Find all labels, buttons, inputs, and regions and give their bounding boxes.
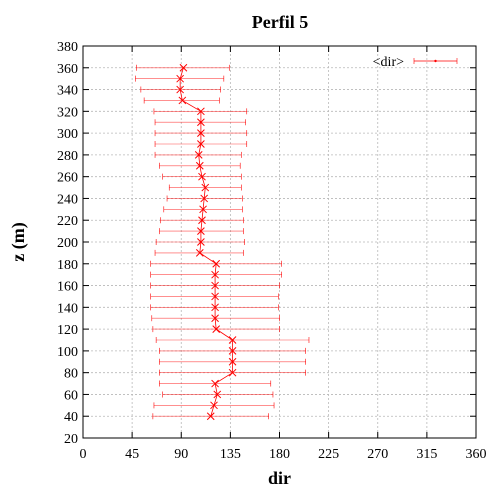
data-point — [213, 390, 222, 399]
x-tick-label: 0 — [80, 447, 87, 462]
y-tick-label: 180 — [57, 258, 78, 273]
y-axis-label: z (m) — [8, 222, 29, 261]
data-point — [197, 107, 205, 116]
legend-label: <dir> — [373, 55, 404, 70]
y-tick-label: 220 — [57, 214, 78, 229]
legend-sample — [413, 58, 458, 64]
data-point — [198, 172, 206, 181]
y-tick-label: 320 — [57, 105, 78, 120]
data-point — [200, 194, 209, 203]
data-point — [228, 336, 237, 344]
x-tick-label: 225 — [318, 447, 339, 462]
data-point — [197, 129, 205, 137]
data-point — [212, 325, 221, 333]
y-tick-label: 160 — [57, 280, 78, 295]
x-tick-label: 315 — [416, 447, 437, 462]
grid — [83, 46, 476, 438]
y-tick-label: 80 — [64, 367, 78, 382]
data-point — [206, 412, 215, 421]
data-point — [228, 368, 237, 377]
data-point — [228, 347, 237, 355]
data-series — [135, 63, 310, 421]
y-tick-label: 280 — [57, 149, 78, 164]
data-point — [176, 74, 185, 83]
data-point — [194, 151, 203, 159]
y-tick-label: 200 — [57, 236, 78, 251]
data-point — [178, 96, 187, 105]
data-point — [197, 227, 205, 235]
data-point — [211, 292, 219, 301]
y-tick-label: 360 — [57, 62, 78, 77]
y-tick-label: 240 — [57, 192, 78, 207]
data-point — [211, 281, 219, 290]
data-point — [197, 140, 205, 148]
data-point — [195, 161, 204, 170]
y-tick-label: 60 — [64, 388, 78, 403]
chart-title: Perfil 5 — [252, 12, 308, 32]
legend: <dir> — [373, 55, 458, 70]
y-tick-label: 140 — [57, 301, 78, 316]
data-point — [195, 249, 204, 257]
x-tick-label: 270 — [367, 447, 388, 462]
data-point — [201, 183, 210, 192]
x-tick-label: 360 — [466, 447, 487, 462]
y-tick-label: 40 — [64, 410, 78, 425]
data-point — [197, 118, 205, 127]
x-tick-label: 180 — [269, 447, 290, 462]
x-axis-label: dir — [268, 468, 291, 488]
data-point — [211, 379, 219, 388]
y-tick-label: 380 — [57, 40, 78, 55]
data-point — [198, 216, 206, 225]
x-tick-label: 45 — [125, 447, 139, 462]
data-point — [176, 85, 185, 94]
y-tick-label: 20 — [64, 432, 78, 447]
data-point — [228, 357, 237, 366]
data-point — [199, 205, 207, 214]
y-tick-label: 120 — [57, 323, 78, 338]
data-point — [210, 401, 218, 410]
y-tick-label: 340 — [57, 84, 78, 99]
y-tick-label: 260 — [57, 171, 78, 186]
data-point — [211, 303, 219, 312]
data-point — [211, 314, 219, 323]
y-tick-label: 300 — [57, 127, 78, 142]
data-point — [197, 238, 205, 246]
axes: 0 45 90 135 180 225 270 315 360 20 40 60 80 100 120 140… — [57, 40, 487, 462]
x-tick-label: 135 — [220, 447, 241, 462]
data-point — [212, 259, 221, 268]
data-point — [179, 63, 188, 72]
x-tick-label: 90 — [174, 447, 188, 462]
y-tick-label: 100 — [57, 345, 78, 360]
data-point — [211, 270, 219, 279]
legend-marker — [434, 59, 437, 63]
